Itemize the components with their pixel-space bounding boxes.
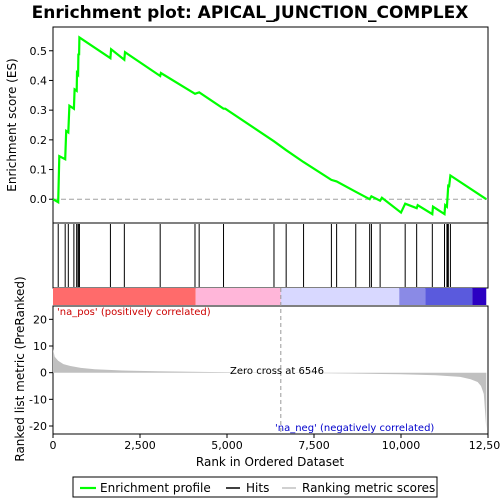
chart-title: Enrichment plot: APICAL_JUNCTION_COMPLEX (32, 3, 469, 23)
hits-panel (52, 222, 489, 289)
enrichment-profile-line (52, 35, 487, 217)
es-y-tick-label: 0.2 (30, 134, 48, 147)
es-y-tick-label: 0.4 (30, 74, 48, 87)
x-axis-label: Rank in Ordered Dataset (196, 455, 344, 469)
metric-y-tick-label: 10 (33, 340, 47, 353)
x-tick-label: 12,500 (469, 439, 500, 452)
metric-y-tick-label: 20 (33, 313, 47, 326)
es-y-tick-label: 0.5 (30, 45, 48, 58)
colorbar-segment (425, 288, 473, 305)
legend: Enrichment profile Hits Ranking metric s… (72, 476, 438, 498)
metric-y-tick-label: -10 (29, 393, 47, 406)
colorbar-segment (399, 288, 426, 305)
legend-frame (72, 476, 438, 498)
metric-panel-frame (52, 305, 489, 435)
x-tick-label: 10,000 (382, 439, 421, 452)
metric-y-tick-label: 0 (40, 367, 47, 380)
legend-enrichment-label: Enrichment profile (100, 481, 211, 495)
colorbar-segment (195, 288, 281, 305)
x-tick-label: 0 (50, 439, 57, 452)
x-tick-label: 2,500 (124, 439, 156, 452)
es-panel: 0.0 0.1 0.2 0.3 0.4 0.5 Enrichment score (ES) (5, 26, 489, 224)
colorbar-segment (53, 288, 196, 305)
colorbar-segment (280, 288, 400, 305)
positive-correlation-label: 'na_pos' (positively correlated) (57, 307, 211, 318)
hits-panel-frame (52, 222, 489, 289)
colorbar-segment (472, 288, 487, 305)
legend-metric-label: Ranking metric scores (302, 481, 435, 495)
metric-y-axis-label: Ranked list metric (PreRanked) (13, 276, 27, 461)
es-y-tick-label: 0.3 (30, 104, 48, 117)
x-tick-label: 5,000 (211, 439, 243, 452)
es-y-tick-label: 0.0 (30, 193, 48, 206)
negative-correlation-label: 'na_neg' (negatively correlated) (275, 423, 434, 434)
x-tick-label: 7,500 (298, 439, 330, 452)
es-y-axis-label: Enrichment score (ES) (5, 58, 19, 191)
es-panel-frame (52, 26, 489, 224)
metric-y-tick-label: -20 (29, 420, 47, 433)
legend-hits-label: Hits (246, 481, 269, 495)
rank-colorbar (53, 288, 487, 305)
metric-panel: -20 -10 0 10 20 0 2,500 5,000 7,500 10,000 12,500… (13, 276, 500, 469)
zero-cross-label: Zero cross at 6546 (230, 366, 324, 377)
es-y-tick-label: 0.1 (30, 164, 48, 177)
